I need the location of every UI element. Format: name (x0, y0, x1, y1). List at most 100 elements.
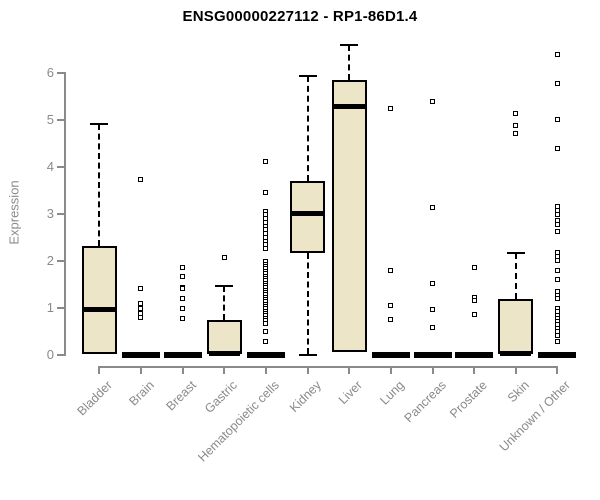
box-10 (498, 298, 534, 355)
x-axis-tick (264, 367, 267, 374)
outlier-point (221, 254, 227, 260)
outlier-point (388, 317, 394, 323)
x-axis-tick (223, 367, 226, 374)
upper-whisker-cap (506, 252, 525, 255)
outlier-point (138, 300, 144, 306)
outlier-point (263, 159, 269, 165)
upper-whisker-cap (215, 285, 234, 288)
median-line (83, 307, 115, 313)
y-tick-label: 5 (46, 111, 54, 127)
x-axis-tick (139, 367, 142, 374)
box-3 (206, 320, 242, 355)
x-axis-tick (473, 367, 476, 374)
outlier-point (430, 280, 435, 286)
outlier-point (554, 117, 560, 123)
outlier-point (430, 205, 435, 211)
y-axis-tick (57, 118, 64, 121)
upper-whisker (306, 76, 309, 181)
chart-title: ENSG00000227112 - RP1-86D1.4 (182, 8, 418, 25)
outlier-point (263, 320, 269, 326)
lower-whisker-cap (298, 353, 317, 356)
outlier-point (180, 274, 186, 280)
y-tick-label: 1 (46, 299, 54, 315)
outlier-point (554, 80, 560, 86)
outlier-point (430, 307, 435, 313)
upper-whisker-cap (340, 44, 359, 47)
outlier-point (513, 131, 519, 137)
outlier-point (554, 51, 560, 57)
box-flat-7 (371, 351, 410, 358)
upper-whisker (348, 45, 351, 80)
upper-whisker-cap (90, 123, 109, 126)
box-flat-11 (538, 351, 577, 358)
box-flat-8 (413, 351, 452, 358)
outlier-point (554, 257, 560, 263)
upper-whisker (514, 253, 517, 299)
y-axis-tick (57, 306, 64, 309)
outlier-point (554, 267, 560, 273)
outlier-point (263, 329, 269, 335)
y-axis-tick (57, 259, 64, 262)
upper-whisker-cap (298, 75, 317, 78)
x-axis-tick (98, 367, 101, 374)
y-tick-label: 0 (46, 346, 54, 362)
box-5 (290, 180, 326, 253)
outlier-point (180, 286, 186, 292)
x-axis-line (98, 366, 559, 368)
median-line (500, 351, 532, 357)
outlier-point (180, 296, 186, 302)
box-flat-1 (121, 351, 160, 358)
outlier-point (263, 246, 269, 252)
outlier-point (471, 264, 477, 270)
x-axis-tick (348, 367, 351, 374)
outlier-point (554, 339, 560, 345)
outlier-point (138, 310, 144, 316)
outlier-point (180, 315, 186, 321)
outlier-point (554, 211, 560, 217)
box-flat-9 (455, 351, 494, 358)
outlier-point (388, 105, 394, 111)
x-axis-tick (431, 367, 434, 374)
median-line (333, 104, 365, 110)
box-flat-4 (246, 351, 285, 358)
outlier-point (430, 99, 435, 105)
outlier-point (180, 264, 186, 270)
outlier-point (554, 296, 560, 302)
outlier-point (138, 315, 144, 321)
y-axis-tick (57, 165, 64, 168)
box-6 (331, 79, 367, 353)
upper-whisker (223, 286, 226, 321)
outlier-point (471, 297, 477, 303)
y-axis-line (64, 71, 66, 356)
outlier-point (554, 332, 560, 338)
x-axis-tick (389, 367, 392, 374)
outlier-point (388, 268, 394, 274)
x-axis-tick (306, 367, 309, 374)
outlier-point (554, 221, 560, 227)
outlier-point (263, 190, 269, 196)
outlier-point (138, 305, 144, 311)
x-axis-tick (514, 367, 517, 374)
x-axis-tick (556, 367, 559, 374)
y-tick-label: 4 (46, 158, 54, 174)
outlier-point (554, 146, 560, 152)
median-line (292, 211, 324, 216)
outlier-point (513, 122, 519, 128)
x-axis-tick (181, 367, 184, 374)
outlier-point (138, 285, 144, 291)
outlier-point (180, 305, 186, 311)
outlier-point (430, 324, 435, 330)
median-line (208, 351, 240, 357)
y-tick-label: 6 (46, 64, 54, 80)
y-tick-label: 3 (46, 205, 54, 221)
outlier-point (471, 311, 477, 317)
outlier-point (554, 276, 560, 282)
box-flat-2 (163, 351, 202, 358)
outlier-point (388, 303, 394, 309)
outlier-point (513, 111, 519, 117)
y-axis-tick (57, 353, 64, 356)
y-axis-tick (57, 71, 64, 74)
y-axis-tick (57, 212, 64, 215)
